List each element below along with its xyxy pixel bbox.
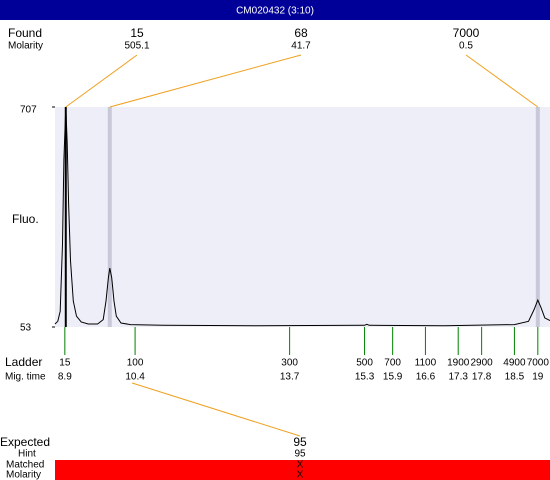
ladder-time: 17.8 bbox=[472, 372, 492, 383]
title: CM020432 (3:10) bbox=[236, 6, 314, 17]
ladder-time: 19 bbox=[532, 372, 544, 383]
found-molarity: 505.1 bbox=[124, 41, 149, 52]
ladder-size: 300 bbox=[281, 358, 298, 369]
ladder-time: 15.9 bbox=[383, 372, 403, 383]
molarity-label: Molarity bbox=[8, 41, 43, 52]
ladder-time: 13.7 bbox=[280, 372, 300, 383]
expected-value: 95 bbox=[293, 435, 307, 449]
ladder-size: 700 bbox=[384, 358, 401, 369]
expected-label: Expected bbox=[0, 435, 50, 449]
matched-label: Matched bbox=[6, 460, 44, 471]
found-molarity: 41.7 bbox=[291, 41, 311, 52]
expected-molarity-label: Molarity bbox=[6, 470, 41, 480]
trace bbox=[54, 106, 550, 327]
found-link bbox=[109, 54, 302, 108]
ladder-size: 4900 bbox=[503, 358, 526, 369]
found-link bbox=[465, 54, 539, 108]
y-label: Fluo. bbox=[12, 212, 39, 226]
plot-area bbox=[55, 107, 550, 327]
hint-label: Hint bbox=[18, 449, 36, 460]
found-label: Found bbox=[8, 26, 42, 40]
expected-link bbox=[131, 382, 301, 437]
matched-value: X bbox=[297, 460, 304, 471]
ladder-time: 10.4 bbox=[125, 372, 145, 383]
y-tick-label: 53 bbox=[20, 323, 32, 334]
expected-molarity-value: X bbox=[297, 470, 304, 480]
found-molarity: 0.5 bbox=[459, 41, 473, 52]
found-size: 15 bbox=[130, 26, 144, 40]
ladder-label: Ladder bbox=[5, 355, 42, 369]
ladder-time: 8.9 bbox=[58, 372, 72, 383]
found-size: 68 bbox=[294, 26, 308, 40]
ladder-size: 1900 bbox=[447, 358, 470, 369]
ladder-size: 7000 bbox=[527, 358, 550, 369]
y-tick-label: 707 bbox=[20, 105, 37, 116]
found-size: 7000 bbox=[453, 26, 480, 40]
matched-bar bbox=[55, 460, 550, 480]
ladder-size: 15 bbox=[59, 358, 71, 369]
ladder-size: 500 bbox=[356, 358, 373, 369]
ladder-size: 100 bbox=[127, 358, 144, 369]
hint-value: 95 bbox=[294, 449, 306, 460]
ladder-time: 17.3 bbox=[448, 372, 468, 383]
ladder-time: 15.3 bbox=[355, 372, 375, 383]
ladder-size: 2900 bbox=[471, 358, 494, 369]
time-label: Mig. time bbox=[5, 372, 46, 383]
found-link bbox=[65, 54, 138, 108]
ladder-size: 1100 bbox=[415, 358, 437, 369]
ladder-time: 16.6 bbox=[416, 372, 436, 383]
title-bar bbox=[0, 0, 550, 20]
ladder-time: 18.5 bbox=[505, 372, 525, 383]
